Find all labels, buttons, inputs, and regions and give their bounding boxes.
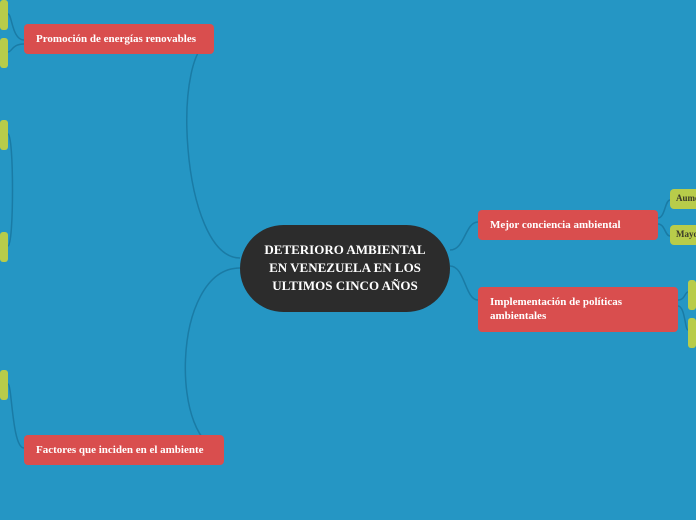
connector-11: [8, 134, 13, 246]
branch-node-1[interactable]: Factores que inciden en el ambiente: [24, 435, 224, 465]
edge-fragment-3: [0, 232, 8, 262]
edge-fragment-0: [0, 0, 8, 30]
edge-fragment-1: [0, 38, 8, 68]
subnode-0[interactable]: Aumento de importancia: [670, 189, 696, 209]
connector-9: [8, 44, 24, 52]
connector-4: [658, 200, 670, 218]
central-node[interactable]: DETERIORO AMBIENTAL EN VENEZUELA EN LOS …: [240, 225, 450, 312]
subnode-1[interactable]: Mayor protección: [670, 225, 696, 245]
connector-1: [185, 268, 240, 450]
connector-8: [8, 14, 24, 40]
connector-7: [678, 306, 688, 330]
branch-node-0[interactable]: Promoción de energías renovables: [24, 24, 214, 54]
edge-fragment-2: [0, 120, 8, 150]
edge-fragment-5: [688, 280, 696, 310]
edge-fragment-4: [0, 370, 8, 400]
branch-node-3[interactable]: Implementación de políticas ambientales: [478, 287, 678, 332]
connector-5: [658, 224, 670, 236]
connector-2: [450, 222, 478, 250]
connector-10: [8, 384, 24, 448]
central-node-text: DETERIORO AMBIENTAL EN VENEZUELA EN LOS …: [264, 242, 425, 293]
connector-3: [450, 266, 478, 300]
connector-0: [187, 40, 240, 258]
branch-node-2[interactable]: Mejor conciencia ambiental: [478, 210, 658, 240]
edge-fragment-6: [688, 318, 696, 348]
connector-6: [678, 292, 688, 300]
